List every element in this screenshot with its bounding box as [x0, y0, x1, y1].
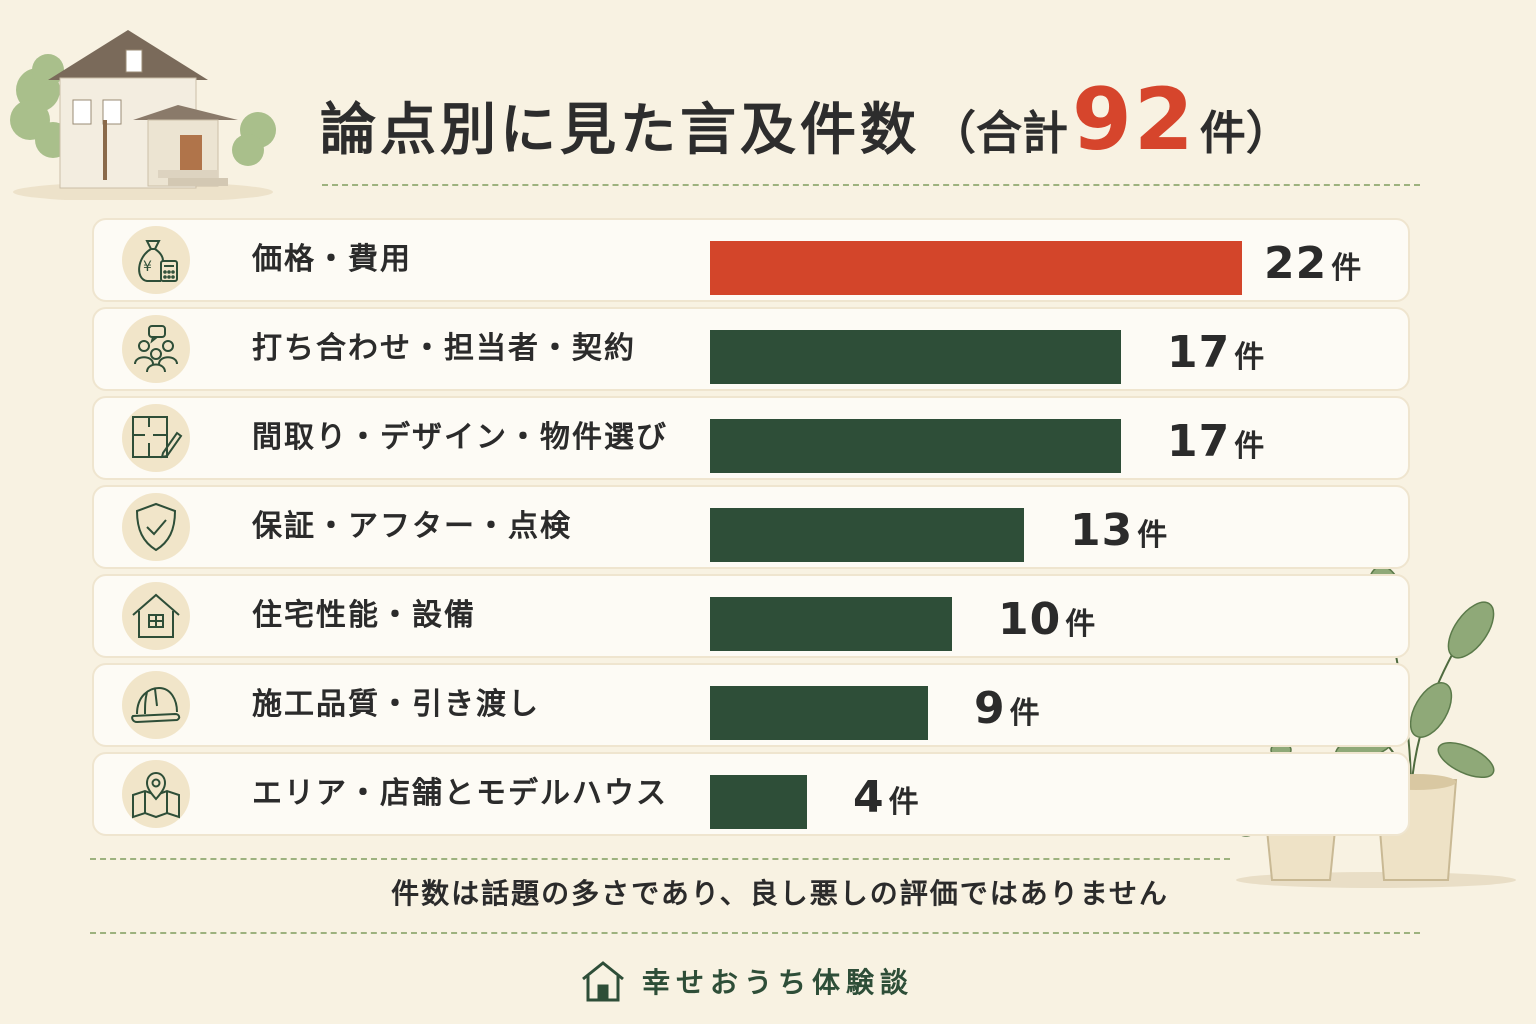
- value-label: 10 件: [998, 590, 1095, 650]
- people-chat-icon: [122, 315, 190, 383]
- value-number: 4: [853, 772, 885, 823]
- value-unit: 件: [1137, 518, 1168, 553]
- category-label: 打ち合わせ・担当者・契約: [252, 331, 636, 366]
- money-bag-icon: ¥: [122, 226, 190, 294]
- helmet-icon: [122, 671, 190, 739]
- bar-chart: ¥ 価格・費用 22 件 打ち合わせ・担当者・契約 17 件: [92, 218, 1410, 841]
- title-open: （合計: [930, 106, 1068, 160]
- chart-row: 間取り・デザイン・物件選び 17 件: [92, 396, 1410, 480]
- house-icon: [122, 582, 190, 650]
- chart-row: 保証・アフター・点検 13 件: [92, 485, 1410, 569]
- bar: [710, 775, 807, 829]
- bar: [710, 419, 1121, 473]
- bar: [710, 508, 1024, 562]
- value-unit: 件: [1234, 429, 1265, 464]
- bar: [710, 686, 928, 740]
- value-number: 10: [998, 594, 1062, 645]
- bar: [710, 241, 1242, 295]
- house-illustration: [10, 30, 276, 200]
- chart-row: 住宅性能・設備 10 件: [92, 574, 1410, 658]
- value-label: 17 件: [1167, 412, 1264, 472]
- category-label: 価格・費用: [252, 242, 412, 277]
- value-unit: 件: [1065, 607, 1096, 642]
- chart-title: 論点別に見た言及件数 （合計 92 件）: [320, 70, 1292, 170]
- value-number: 17: [1167, 327, 1231, 378]
- title-main: 論点別に見た言及件数: [320, 98, 920, 163]
- category-label: 住宅性能・設備: [252, 598, 476, 633]
- shield-check-icon: [122, 493, 190, 561]
- category-label: 間取り・デザイン・物件選び: [252, 420, 668, 455]
- value-number: 9: [974, 683, 1006, 734]
- value-label: 17 件: [1167, 323, 1264, 383]
- divider-top: [322, 184, 1420, 186]
- category-label: 施工品質・引き渡し: [252, 687, 540, 722]
- value-unit: 件: [888, 785, 919, 820]
- category-label: 保証・アフター・点検: [252, 509, 572, 544]
- value-label: 22 件: [1264, 234, 1361, 294]
- value-label: 13 件: [1070, 501, 1167, 561]
- divider-bottom: [90, 932, 1420, 934]
- value-number: 17: [1167, 416, 1231, 467]
- value-number: 13: [1070, 505, 1134, 556]
- bar: [710, 330, 1121, 384]
- value-unit: 件: [1234, 340, 1265, 375]
- value-unit: 件: [1009, 696, 1040, 731]
- category-label: エリア・店舗とモデルハウス: [252, 776, 668, 811]
- svg-text:¥: ¥: [143, 259, 152, 275]
- divider-middle: [90, 858, 1230, 860]
- title-total: 92: [1072, 70, 1196, 170]
- value-unit: 件: [1331, 251, 1362, 286]
- title-unit: 件）: [1199, 106, 1292, 160]
- disclaimer-note: 件数は話題の多さであり、良し悪しの評価ではありません: [391, 877, 1169, 910]
- house-icon: [582, 961, 624, 1002]
- footer-brand: 幸せおうち体験談: [580, 958, 914, 1004]
- bar: [710, 597, 952, 651]
- chart-row: 打ち合わせ・担当者・契約 17 件: [92, 307, 1410, 391]
- map-pin-icon: [122, 760, 190, 828]
- value-number: 22: [1264, 238, 1328, 289]
- floor-plan-icon: [122, 404, 190, 472]
- chart-row: ¥ 価格・費用 22 件: [92, 218, 1410, 302]
- brand-name: 幸せおうち体験談: [642, 966, 915, 999]
